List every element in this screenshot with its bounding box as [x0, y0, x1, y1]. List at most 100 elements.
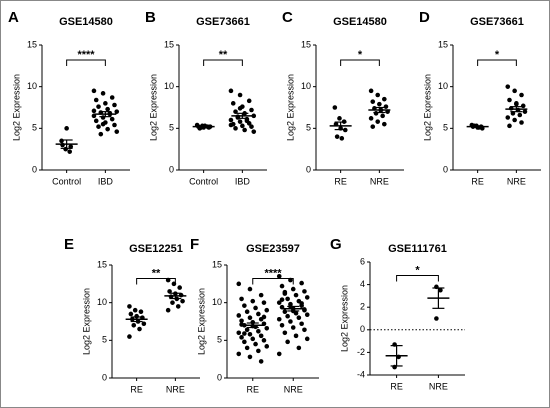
data-point — [256, 311, 261, 317]
data-point — [256, 348, 261, 354]
data-point — [127, 334, 132, 339]
panel-label: G — [330, 236, 342, 253]
chart-title: GSE73661 — [196, 16, 250, 28]
data-point — [244, 309, 250, 315]
x-tick-label: RE — [334, 176, 347, 186]
data-point — [258, 292, 264, 298]
x-tick-label: NRE — [370, 176, 389, 186]
x-tick-label: RE — [247, 384, 260, 394]
x-tick-label: RE — [130, 384, 143, 394]
y-tick-label: 5 — [217, 335, 222, 345]
data-point — [100, 91, 106, 96]
data-point — [242, 303, 247, 308]
data-point — [438, 287, 443, 293]
y-tick-label: 15 — [438, 39, 448, 49]
data-point — [246, 98, 252, 104]
data-point — [522, 109, 528, 114]
data-point — [247, 286, 253, 292]
x-tick-label: NRE — [429, 381, 448, 391]
data-point — [175, 304, 181, 309]
chart-title: GSE111761 — [388, 243, 447, 255]
data-point — [112, 102, 117, 108]
data-point — [288, 319, 293, 324]
data-point — [434, 316, 439, 321]
data-point — [290, 325, 296, 330]
y-tick-label: 0 — [360, 324, 365, 334]
data-point — [512, 88, 517, 94]
data-point — [244, 345, 250, 351]
y-tick-label: 0 — [306, 164, 311, 174]
y-tick-label: 0 — [102, 372, 107, 382]
data-point — [261, 300, 267, 305]
data-point — [105, 126, 110, 132]
data-point — [228, 122, 234, 128]
data-point — [239, 322, 244, 327]
y-axis-label: Log2 Expression — [285, 74, 295, 141]
data-point — [382, 121, 387, 127]
data-point — [279, 322, 285, 328]
data-point — [282, 309, 288, 315]
data-point — [276, 351, 282, 357]
data-point — [60, 142, 65, 148]
y-tick-label: 2 — [360, 302, 365, 312]
chart-title: GSE12251 — [129, 243, 183, 255]
data-point — [230, 101, 236, 106]
y-tick-label: 10 — [164, 81, 174, 91]
data-point — [237, 119, 243, 124]
data-point — [512, 117, 517, 123]
y-axis-label: Log2 Expression — [422, 74, 432, 141]
data-point — [236, 281, 242, 287]
data-point — [64, 126, 69, 131]
data-point — [165, 307, 171, 313]
x-tick-label: Control — [189, 176, 218, 186]
y-tick-label: 5 — [443, 123, 448, 133]
data-point — [368, 88, 374, 94]
y-tick-label: 10 — [301, 81, 311, 91]
data-point — [180, 298, 185, 304]
data-point — [233, 126, 238, 131]
data-point — [244, 327, 250, 333]
data-point — [279, 283, 285, 289]
data-point — [177, 285, 182, 290]
data-point — [285, 313, 290, 319]
y-tick-label: 0 — [443, 164, 448, 174]
data-point — [228, 117, 234, 123]
data-point — [98, 131, 104, 137]
data-point — [293, 333, 299, 339]
data-point — [100, 115, 106, 120]
data-point — [251, 113, 257, 119]
data-point — [250, 336, 256, 342]
x-tick-label: IBD — [98, 176, 114, 186]
data-point — [296, 345, 302, 351]
chart-title: GSE14580 — [59, 16, 113, 28]
data-point — [138, 309, 144, 315]
data-point — [505, 84, 511, 89]
chart-title: GSE14580 — [333, 16, 387, 28]
data-point — [112, 122, 117, 128]
x-tick-label: RE — [390, 381, 403, 391]
y-tick-label: 10 — [438, 81, 448, 91]
data-point — [251, 129, 257, 134]
data-point — [228, 88, 234, 94]
data-point — [334, 134, 340, 139]
data-point — [93, 118, 99, 124]
data-point — [132, 307, 138, 313]
data-point — [276, 316, 282, 322]
data-point — [91, 108, 97, 114]
data-point — [279, 297, 285, 302]
data-point — [249, 124, 254, 129]
y-axis-label: Log2 Expression — [196, 288, 206, 355]
data-point — [299, 321, 304, 327]
y-tick-label: 10 — [27, 81, 37, 91]
y-tick-label: 6 — [360, 256, 365, 266]
significance-label: * — [358, 49, 363, 61]
y-tick-label: 0 — [32, 164, 37, 174]
data-point — [109, 95, 115, 100]
data-point — [368, 116, 374, 121]
data-point — [253, 341, 258, 347]
data-point — [519, 92, 524, 98]
y-tick-label: 10 — [97, 297, 107, 307]
data-point — [237, 106, 243, 111]
data-point — [514, 101, 519, 107]
